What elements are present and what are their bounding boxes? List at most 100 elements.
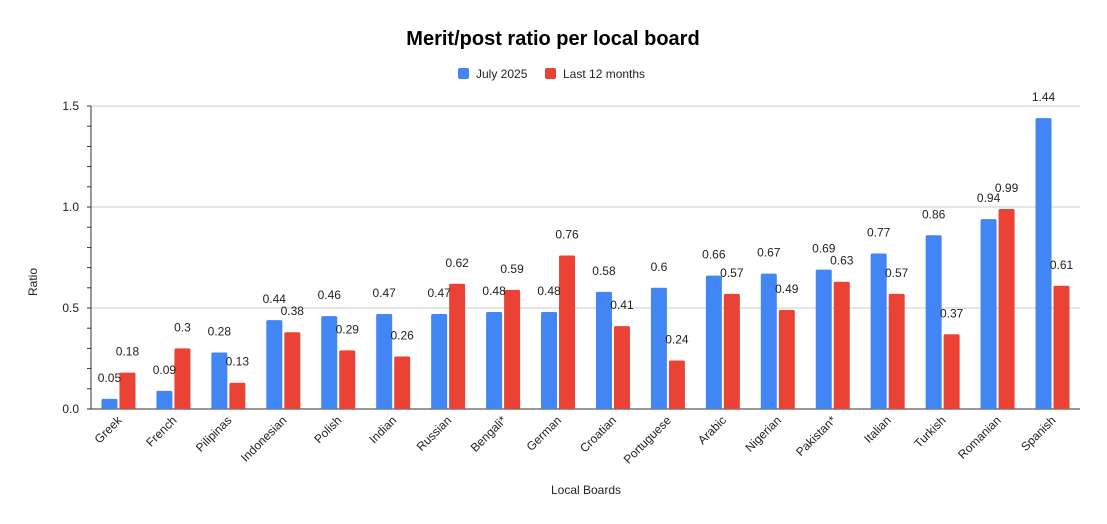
bar-last-12-months-greek bbox=[119, 372, 136, 409]
legend-label-july-2025: July 2025 bbox=[476, 67, 528, 81]
x-tick-label-russian: Russian bbox=[414, 413, 455, 454]
y-tick-label: 1.5 bbox=[62, 99, 79, 113]
x-tick-label-arabic: Arabic bbox=[695, 413, 729, 447]
data-label-july-2025-bengali: 0.48 bbox=[482, 284, 506, 298]
bar-last-12-months-russian bbox=[449, 283, 466, 409]
data-label-last-12-months-polish: 0.29 bbox=[336, 322, 360, 336]
data-label-july-2025-greek: 0.05 bbox=[98, 371, 122, 385]
bar-july-2025-italian bbox=[870, 253, 887, 409]
data-label-july-2025-polish: 0.46 bbox=[318, 288, 342, 302]
bar-july-2025-romanian bbox=[980, 219, 997, 409]
data-label-july-2025-romanian: 0.94 bbox=[977, 191, 1001, 205]
y-axis-ticks: 0.0 0.5 1.0 1.5 bbox=[62, 99, 1080, 416]
data-label-july-2025-french: 0.09 bbox=[153, 363, 177, 377]
data-label-last-12-months-arabic: 0.57 bbox=[720, 266, 744, 280]
x-tick-label-indian: Indian bbox=[366, 413, 399, 446]
data-label-last-12-months-nigerian: 0.49 bbox=[775, 282, 799, 296]
data-label-last-12-months-greek: 0.18 bbox=[116, 345, 140, 359]
data-label-july-2025-nigerian: 0.67 bbox=[757, 246, 781, 260]
bar-july-2025-greek bbox=[101, 398, 118, 409]
bar-july-2025-french bbox=[156, 390, 173, 409]
legend-swatch-july-2025 bbox=[458, 68, 469, 79]
bar-july-2025-polish bbox=[321, 316, 338, 409]
x-tick-label-romanian: Romanian bbox=[955, 413, 1004, 462]
data-label-last-12-months-turkish: 0.37 bbox=[940, 306, 964, 320]
data-label-last-12-months-portuguese: 0.24 bbox=[665, 333, 689, 347]
bar-last-12-months-polish bbox=[339, 350, 356, 409]
data-label-july-2025-indonesian: 0.44 bbox=[263, 292, 287, 306]
y-tick-label: 0.5 bbox=[62, 301, 79, 315]
legend-swatch-last-12-months bbox=[545, 68, 556, 79]
data-label-last-12-months-pakistan: 0.63 bbox=[830, 254, 854, 268]
bar-july-2025-indonesian bbox=[266, 320, 283, 409]
x-tick-label-spanish: Spanish bbox=[1018, 413, 1059, 454]
x-tick-label-polish: Polish bbox=[311, 413, 344, 446]
chart-title: Merit/post ratio per local board bbox=[406, 28, 699, 50]
gridlines bbox=[91, 105, 1080, 309]
x-tick-label-turkish: Turkish bbox=[911, 413, 948, 450]
data-label-july-2025-indian: 0.47 bbox=[373, 286, 397, 300]
x-tick-label-german: German bbox=[524, 413, 565, 454]
x-axis-ticks: Greek French Pilipinas Indonesian Polish Indi… bbox=[92, 413, 1059, 467]
data-label-last-12-months-indian: 0.26 bbox=[391, 328, 415, 342]
data-label-july-2025-spanish: 1.44 bbox=[1032, 90, 1056, 104]
bar-july-2025-pilipinas bbox=[211, 352, 228, 409]
bar-last-12-months-pilipinas bbox=[229, 382, 246, 409]
y-axis-label: Ratio bbox=[26, 268, 40, 296]
data-label-july-2025-german: 0.48 bbox=[537, 284, 561, 298]
bars bbox=[101, 118, 1070, 410]
x-tick-label-bengali: Bengali* bbox=[468, 413, 510, 455]
bar-july-2025-nigerian bbox=[760, 273, 777, 409]
data-label-last-12-months-croatian: 0.41 bbox=[610, 298, 634, 312]
bar-last-12-months-indian bbox=[394, 356, 411, 409]
data-labels: 0.05 0.18 0.09 0.3 0.28 0.13 0.440.38 0.46 0.29 0… bbox=[98, 90, 1074, 385]
bar-july-2025-arabic bbox=[705, 275, 722, 409]
bar-last-12-months-arabic bbox=[723, 293, 740, 409]
bar-july-2025-portuguese bbox=[650, 287, 667, 409]
bar-july-2025-spanish bbox=[1035, 118, 1052, 410]
data-label-last-12-months-romanian: 0.99 bbox=[995, 181, 1019, 195]
bar-last-12-months-portuguese bbox=[668, 360, 685, 409]
data-label-july-2025-pakistan: 0.69 bbox=[812, 242, 836, 256]
data-label-july-2025-croatian: 0.58 bbox=[592, 264, 616, 278]
data-label-july-2025-italian: 0.77 bbox=[867, 225, 891, 239]
bar-last-12-months-turkish bbox=[943, 334, 960, 409]
y-tick-label: 0.0 bbox=[62, 402, 79, 416]
bar-july-2025-pakistan bbox=[815, 269, 832, 409]
data-label-july-2025-arabic: 0.66 bbox=[702, 248, 726, 262]
bar-july-2025-bengali bbox=[486, 312, 503, 409]
data-label-july-2025-portuguese: 0.6 bbox=[651, 260, 668, 274]
bar-last-12-months-italian bbox=[888, 293, 905, 409]
data-label-last-12-months-russian: 0.62 bbox=[445, 256, 469, 270]
bar-last-12-months-german bbox=[559, 255, 576, 409]
bar-july-2025-indian bbox=[376, 314, 393, 409]
bar-july-2025-russian bbox=[431, 314, 448, 409]
data-label-last-12-months-indonesian: 0.38 bbox=[281, 304, 305, 318]
bar-last-12-months-indonesian bbox=[284, 332, 301, 409]
bar-last-12-months-pakistan bbox=[833, 281, 850, 409]
bar-july-2025-turkish bbox=[925, 235, 942, 409]
data-label-july-2025-turkish: 0.86 bbox=[922, 207, 946, 221]
bar-last-12-months-romanian bbox=[998, 209, 1015, 409]
legend-label-last-12-months: Last 12 months bbox=[563, 67, 645, 81]
data-label-last-12-months-bengali: 0.59 bbox=[500, 262, 524, 276]
data-label-last-12-months-pilipinas: 0.13 bbox=[226, 355, 250, 369]
bar-july-2025-croatian bbox=[595, 291, 612, 409]
data-label-last-12-months-italian: 0.57 bbox=[885, 266, 909, 280]
x-tick-label-french: French bbox=[143, 413, 179, 449]
data-label-last-12-months-german: 0.76 bbox=[555, 227, 579, 241]
x-tick-label-portuguese: Portuguese bbox=[621, 413, 675, 467]
data-label-july-2025-russian: 0.47 bbox=[427, 286, 451, 300]
bar-july-2025-german bbox=[541, 312, 558, 409]
data-label-july-2025-pilipinas: 0.28 bbox=[208, 324, 232, 338]
x-tick-label-greek: Greek bbox=[92, 413, 126, 447]
bar-last-12-months-bengali bbox=[504, 289, 521, 409]
legend: July 2025 Last 12 months bbox=[458, 67, 645, 81]
x-tick-label-pakistan: Pakistan* bbox=[793, 413, 839, 459]
bar-last-12-months-nigerian bbox=[778, 310, 795, 409]
y-tick-label: 1.0 bbox=[62, 200, 79, 214]
data-label-last-12-months-spanish: 0.61 bbox=[1050, 258, 1074, 272]
x-tick-label-nigerian: Nigerian bbox=[742, 413, 784, 455]
bar-last-12-months-french bbox=[174, 348, 191, 409]
